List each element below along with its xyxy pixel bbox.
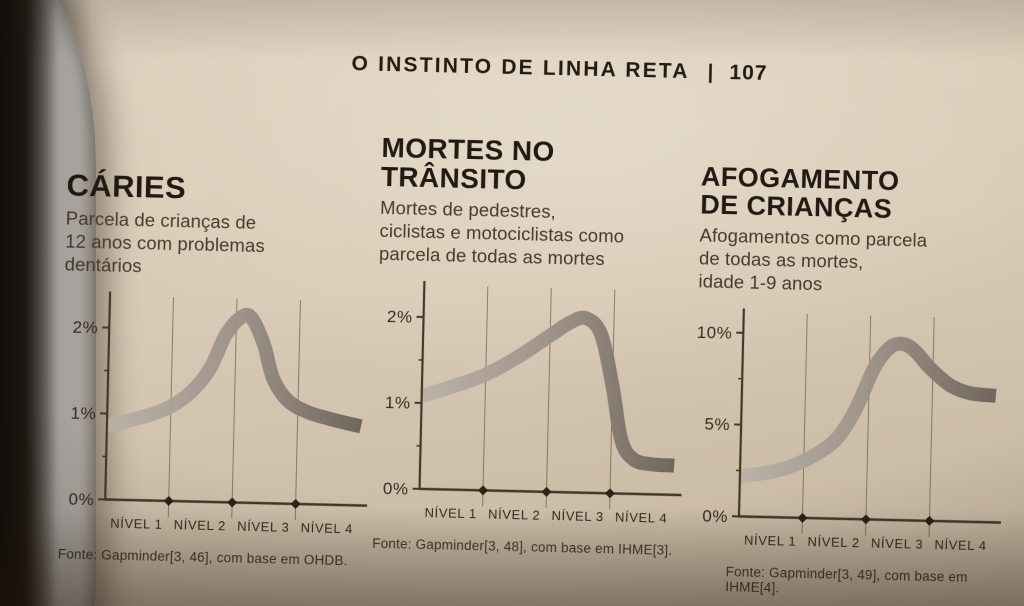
chart-column-traffic-deaths: MORTES NO TRÂNSITO Mortes de pedestres, …	[372, 131, 696, 558]
chart-canvas-traffic-deaths: 0% 1% 2% NÍVEL 1 NÍVEL 2 NÍVEL 3 NÍVEL 4	[383, 280, 682, 526]
svg-text:0%: 0%	[702, 507, 728, 527]
chart-canvas-caries: 0% 1% 2% NÍVEL 1 NÍVEL 2 NÍVEL 3 NÍVEL 4	[68, 291, 368, 536]
svg-text:2%: 2%	[387, 307, 413, 327]
chart-source: Fonte: Gapminder[3, 48], com base em IHM…	[372, 535, 673, 558]
svg-text:NÍVEL 4: NÍVEL 4	[615, 510, 667, 526]
svg-text:NÍVEL 3: NÍVEL 3	[871, 535, 923, 551]
svg-text:5%: 5%	[704, 415, 730, 435]
chart-source: Fonte: Gapminder[3, 46], com base em OHD…	[57, 546, 348, 569]
svg-text:NÍVEL 4: NÍVEL 4	[934, 537, 986, 553]
chart-subtitle: Parcela de crianças de 12 anos com probl…	[64, 207, 266, 277]
svg-text:NÍVEL 1: NÍVEL 1	[110, 516, 162, 532]
chart-source: Fonte: Gapminder[3, 49], com base em IHM…	[725, 564, 968, 596]
chart-column-child-drowning: AFOGAMENTO DE CRIANÇAS Afogamentos como …	[691, 161, 1015, 600]
chart-title: MORTES NO TRÂNSITO	[380, 131, 556, 196]
svg-text:NÍVEL 4: NÍVEL 4	[301, 520, 353, 536]
chart-title: CÁRIES	[66, 167, 187, 206]
chart-column-caries: CÁRIES Parcela de crianças de 12 anos co…	[57, 167, 381, 569]
chapter-title: O INSTINTO DE LINHA RETA	[351, 52, 690, 84]
chart-subtitle: Afogamentos como parcela de todas as mor…	[698, 224, 928, 295]
page-number: 107	[729, 61, 768, 85]
svg-text:NÍVEL 1: NÍVEL 1	[424, 505, 476, 521]
svg-text:2%: 2%	[72, 318, 98, 338]
chart-subtitle: Mortes de pedestres, ciclistas e motocic…	[378, 197, 625, 270]
svg-text:NÍVEL 1: NÍVEL 1	[744, 533, 796, 549]
svg-text:10%: 10%	[697, 323, 733, 343]
svg-text:0%: 0%	[68, 490, 94, 510]
svg-text:NÍVEL 2: NÍVEL 2	[174, 517, 226, 533]
chart-title: AFOGAMENTO DE CRIANÇAS	[699, 161, 900, 225]
svg-text:0%: 0%	[383, 479, 409, 499]
svg-text:1%: 1%	[70, 404, 96, 424]
svg-text:NÍVEL 2: NÍVEL 2	[807, 534, 859, 550]
svg-text:1%: 1%	[385, 393, 411, 413]
chart-canvas-child-drowning: 0% 5% 10% NÍVEL 1 NÍVEL 2 NÍVEL 3 NÍVEL 4	[697, 308, 1001, 553]
svg-text:NÍVEL 2: NÍVEL 2	[488, 507, 540, 523]
svg-text:NÍVEL 3: NÍVEL 3	[551, 508, 603, 524]
running-header: O INSTINTO DE LINHA RETA | 107	[351, 52, 768, 86]
header-divider: |	[707, 61, 716, 84]
svg-text:NÍVEL 3: NÍVEL 3	[237, 519, 289, 535]
